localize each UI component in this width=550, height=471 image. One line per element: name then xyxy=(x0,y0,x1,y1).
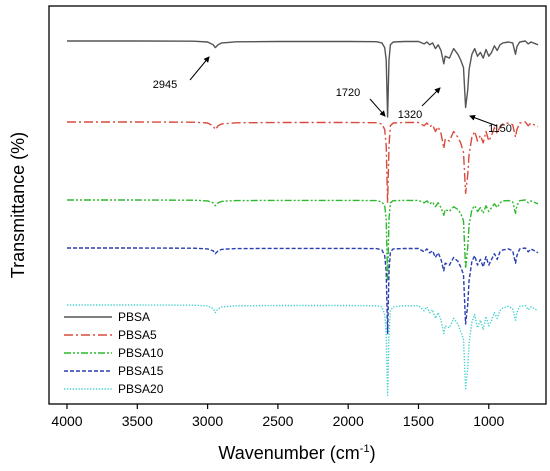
x-tick-label-3000: 3000 xyxy=(192,413,223,429)
series-line-pbsa15 xyxy=(67,247,539,335)
x-tick-label-2000: 2000 xyxy=(333,413,364,429)
legend-label-pbsa15: PBSA15 xyxy=(118,364,164,378)
legend: PBSA PBSA5 PBSA10 PBSA15 PBSA20 xyxy=(64,310,164,396)
legend-label-pbsa: PBSA xyxy=(118,310,150,324)
x-tick-label-3500: 3500 xyxy=(122,413,153,429)
x-axis-title-superscript: -1 xyxy=(360,443,370,455)
annotation-arrow-1150 xyxy=(469,114,498,127)
x-ticks: 4000 3500 3000 2500 2000 1500 1000 xyxy=(51,404,505,429)
series-line-pbsa5 xyxy=(67,121,539,204)
x-tick-label-1500: 1500 xyxy=(403,413,434,429)
annotation-arrow-1320 xyxy=(421,87,441,107)
x-axis-title: Wavenumber (cm-1) xyxy=(218,443,375,463)
x-tick-label-4000: 4000 xyxy=(51,413,82,429)
annotation-layer: 2945 1720 1320 1150 xyxy=(153,56,512,135)
series-line-pbsa xyxy=(67,40,539,118)
annotation-arrow-2945 xyxy=(189,56,210,81)
x-axis-title-main: Wavenumber (cm xyxy=(218,443,359,463)
annotation-1720: 1720 xyxy=(336,87,360,99)
legend-label-pbsa20: PBSA20 xyxy=(118,382,164,396)
x-axis-title-close: ) xyxy=(370,443,376,463)
annotation-2945: 2945 xyxy=(153,79,177,91)
annotation-arrow-1720 xyxy=(369,98,386,117)
series-line-pbsa20 xyxy=(67,304,539,396)
series-line-pbsa10 xyxy=(67,199,539,282)
annotation-1150: 1150 xyxy=(488,123,512,135)
x-tick-label-1000: 1000 xyxy=(473,413,504,429)
y-axis-title: Transmittance (%) xyxy=(8,132,28,278)
annotation-1320: 1320 xyxy=(398,109,422,121)
x-tick-label-2500: 2500 xyxy=(262,413,293,429)
legend-label-pbsa10: PBSA10 xyxy=(118,346,164,360)
legend-label-pbsa5: PBSA5 xyxy=(118,328,157,342)
series-layer xyxy=(67,40,539,396)
plot-frame xyxy=(48,5,547,405)
